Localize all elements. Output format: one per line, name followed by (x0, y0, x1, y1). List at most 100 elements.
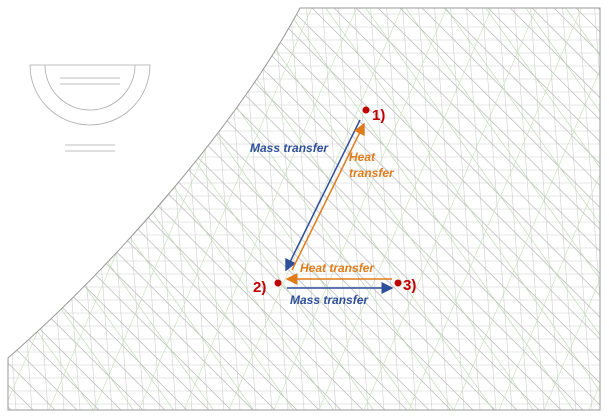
grid-line (237, 8, 600, 410)
grid-line (193, 8, 600, 410)
grid-line (353, 8, 385, 410)
grid-line (325, 8, 600, 410)
grid-line (399, 8, 600, 410)
grid-line (61, 8, 483, 410)
state-point (362, 106, 370, 114)
grid-line (224, 8, 406, 410)
grid-line (479, 8, 600, 410)
grid-line (159, 8, 461, 410)
grid-line (567, 8, 600, 410)
grid-line (279, 8, 581, 410)
grid-line (457, 8, 600, 410)
grid-line (8, 8, 33, 410)
grid-line (257, 8, 289, 410)
grid-line (171, 8, 593, 410)
grid-line (523, 8, 600, 410)
grid-line (593, 8, 600, 410)
grid-line (501, 8, 600, 410)
grid-line (8, 8, 263, 410)
grid-line (129, 8, 161, 410)
arrow-label: Heat transfer (300, 261, 375, 275)
grid-line (8, 8, 181, 410)
grid-line (8, 8, 307, 410)
chart-border (7, 7, 601, 411)
grid-line (8, 8, 219, 410)
grid-line (145, 8, 177, 410)
grid-line (494, 8, 600, 410)
grid-line (433, 8, 465, 410)
grid-line (179, 8, 361, 410)
grid-line (404, 8, 586, 410)
grid-line (369, 8, 401, 410)
point-label: 3) (403, 277, 416, 294)
grid-line (337, 8, 369, 410)
grid-line (97, 8, 129, 410)
grid-line (8, 8, 109, 410)
grid-line (8, 8, 175, 410)
arrow-label: Heat (349, 150, 376, 164)
grid-line (559, 8, 600, 410)
grid-line (225, 8, 257, 410)
grid-line (305, 8, 337, 410)
grid-line (8, 8, 43, 410)
grid-line (369, 8, 600, 410)
grid-line (17, 8, 49, 410)
arrow (285, 119, 361, 272)
grid-line (113, 8, 145, 410)
grid-line (321, 8, 353, 410)
grid-line (385, 8, 417, 410)
grid-line (465, 8, 497, 410)
grid-line (347, 8, 600, 410)
grid-line (391, 8, 600, 410)
grid-line (8, 8, 197, 410)
grid-line (479, 8, 600, 410)
grid-line (519, 8, 600, 410)
grid-line (39, 8, 461, 410)
grid-line (83, 8, 505, 410)
grid-line (401, 8, 433, 410)
grid-line (599, 8, 600, 410)
grid-line (435, 8, 600, 410)
grid-line (259, 8, 600, 410)
grid-line (289, 8, 321, 410)
grid-line (269, 8, 451, 410)
grid-line (417, 8, 449, 410)
grid-line (8, 8, 17, 410)
grid-line (193, 8, 225, 410)
grid-line (539, 8, 600, 410)
grid-line (39, 8, 341, 410)
grid-line (8, 8, 87, 410)
grid-line (281, 8, 600, 410)
grid-line (8, 8, 131, 410)
grid-line (8, 8, 101, 410)
arrow-label: transfer (349, 166, 395, 180)
arrow (291, 122, 365, 271)
arrow-label: Mass transfer (290, 293, 369, 307)
grid-line (8, 8, 153, 410)
grid-line (8, 8, 141, 410)
grid-line (81, 8, 113, 410)
point-label: 1) (372, 107, 385, 124)
grid-line (413, 8, 600, 410)
grid-line (584, 8, 600, 410)
arrow-label: Mass transfer (250, 141, 329, 155)
grid-line (561, 8, 593, 410)
grid-line (439, 8, 600, 410)
grid-line (513, 8, 545, 410)
grid-line (497, 8, 529, 410)
grid-line (161, 8, 193, 410)
protractor (29, 64, 151, 152)
grid-line (215, 8, 600, 410)
state-point (274, 279, 282, 287)
grid-line (359, 8, 600, 410)
grid-line (134, 8, 316, 410)
grid-line (529, 8, 561, 410)
grid-line (79, 8, 381, 410)
point-label: 2) (253, 279, 266, 296)
grid-line (239, 8, 541, 410)
grid-line (303, 8, 600, 410)
grid-line (314, 8, 496, 410)
grid-line (319, 8, 600, 410)
